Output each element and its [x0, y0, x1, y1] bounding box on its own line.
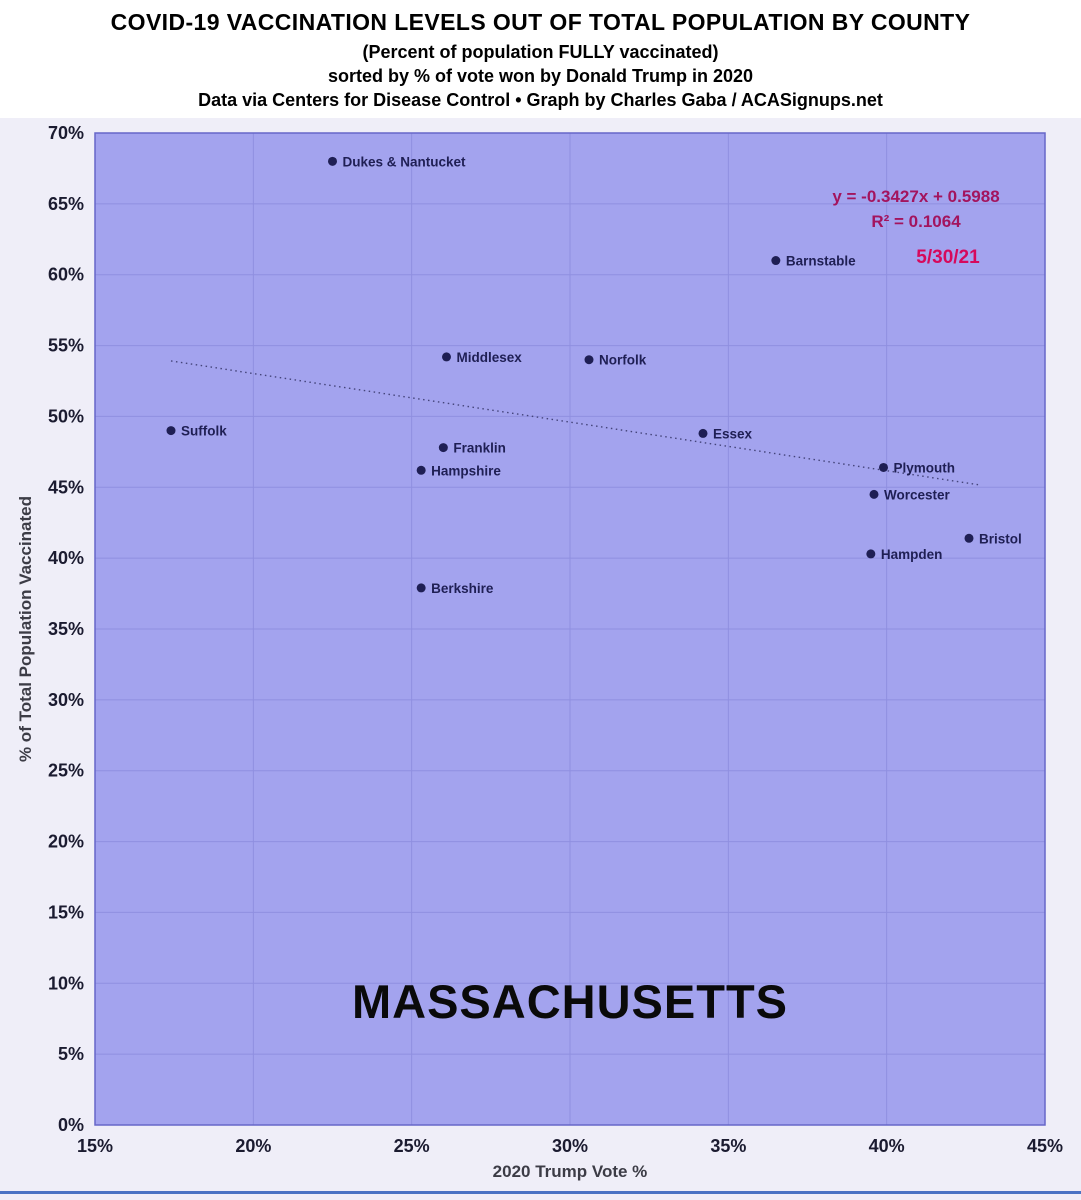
- data-point: [869, 489, 879, 499]
- data-point: [771, 256, 781, 266]
- y-axis-tick-label: 50%: [48, 406, 84, 426]
- y-axis-tick-label: 45%: [48, 477, 84, 497]
- data-point: [964, 533, 974, 543]
- x-axis-tick-label: 35%: [710, 1136, 746, 1156]
- data-point: [328, 156, 337, 166]
- y-axis-tick-label: 10%: [48, 973, 84, 993]
- x-axis-tick-label: 30%: [552, 1136, 588, 1156]
- y-axis-tick-label: 5%: [58, 1044, 84, 1064]
- chart-credit: Data via Centers for Disease Control • G…: [198, 90, 883, 110]
- chart-region: 0% 5% 10% 15% 20% 25% 30% 35% 40% 45% 50% 55% 60% 65%…: [0, 118, 1081, 1200]
- trendline: [170, 360, 979, 486]
- data-point: [166, 426, 176, 436]
- y-axis-tick-label: 70%: [48, 123, 84, 143]
- data-point: [442, 352, 451, 362]
- y-axis-tick-label: 35%: [48, 619, 84, 639]
- trendline-equation-text: y = -0.3427x + 0.5988: [832, 187, 1000, 206]
- scatter-plot-svg: 0% 5% 10% 15% 20% 25% 30% 35% 40% 45% 50% 55% 60% 65%…: [48, 123, 1063, 1156]
- data-point: [866, 549, 876, 559]
- y-axis-title: % of Total Population Vaccinated: [16, 495, 35, 763]
- y-axis-tick-label: 25%: [48, 761, 84, 781]
- x-axis-title: 2020 Trump Vote %: [492, 1162, 648, 1181]
- y-axis-tick-label: 55%: [48, 336, 84, 356]
- x-axis-tick-label: 15%: [77, 1136, 113, 1156]
- chart-sort-note: sorted by % of vote won by Donald Trump …: [327, 66, 754, 86]
- x-axis-tick-label: 20%: [235, 1136, 271, 1156]
- data-point-label: Hampshire: [431, 463, 501, 478]
- data-point: [416, 465, 426, 475]
- data-point-label: Bristol: [979, 531, 1022, 546]
- y-axis-tick-label: 0%: [58, 1115, 84, 1135]
- x-axis-tick-label: 45%: [1027, 1136, 1063, 1156]
- chart-title: COVID-19 VACCINATION LEVELS OUT OF TOTAL…: [110, 9, 971, 35]
- footer-rule: [0, 1191, 1081, 1194]
- data-point-label: Worcester: [884, 487, 951, 502]
- date-annotation: 5/30/21: [916, 247, 980, 268]
- y-axis-tick-label: 20%: [48, 832, 84, 852]
- data-point: [879, 462, 888, 472]
- data-point-label: Middlesex: [457, 350, 523, 365]
- data-point-label: Hampden: [881, 547, 943, 562]
- data-point: [698, 428, 708, 438]
- data-point-label: Barnstable: [786, 254, 856, 269]
- data-point: [438, 443, 448, 453]
- data-point-label: Suffolk: [181, 424, 227, 439]
- trendline-r-squared-text: R² = 0.1064: [871, 212, 961, 231]
- data-point-label: Berkshire: [431, 581, 494, 596]
- trendline-annotation: y = -0.3427x + 0.5988 R² = 0.1064: [796, 184, 1036, 234]
- y-axis-tick-label: 40%: [48, 548, 84, 568]
- data-point: [584, 355, 594, 365]
- data-point: [416, 583, 426, 593]
- y-axis-tick-label: 30%: [48, 690, 84, 710]
- data-point-label: Franklin: [453, 441, 506, 456]
- data-point-label: Norfolk: [599, 353, 647, 368]
- chart-header: COVID-19 VACCINATION LEVELS OUT OF TOTAL…: [0, 0, 1081, 118]
- y-axis-tick-label: 60%: [48, 265, 84, 285]
- state-watermark-label: MASSACHUSETTS: [351, 975, 789, 1028]
- x-axis-tick-label: 40%: [869, 1136, 905, 1156]
- data-point-label: Dukes & Nantucket: [343, 154, 467, 169]
- data-point-label: Plymouth: [894, 460, 956, 475]
- data-point-label: Essex: [713, 426, 753, 441]
- chart-subtitle: (Percent of population FULLY vaccinated): [362, 42, 719, 62]
- y-axis-tick-label: 15%: [48, 902, 84, 922]
- plot-border: [94, 132, 1046, 1126]
- y-axis-tick-label: 65%: [48, 194, 84, 214]
- x-axis-tick-label: 25%: [394, 1136, 430, 1156]
